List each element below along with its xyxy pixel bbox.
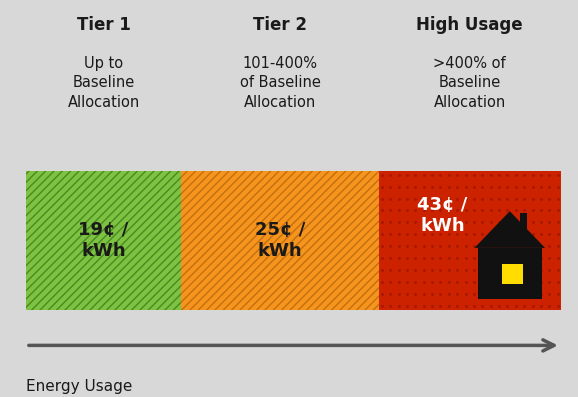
Text: 101-400%
of Baseline
Allocation: 101-400% of Baseline Allocation [239,56,320,110]
Bar [26,171,181,310]
Text: 43¢ /
kWh: 43¢ / kWh [417,196,468,235]
Text: 25¢ /
kWh: 25¢ / kWh [255,221,305,260]
Text: 19¢ /
kWh: 19¢ / kWh [79,221,129,260]
Text: Up to
Baseline
Allocation: Up to Baseline Allocation [68,56,140,110]
Bar [379,171,561,310]
Bar [26,171,181,310]
Text: Tier 1: Tier 1 [77,16,131,34]
Text: High Usage: High Usage [417,16,523,34]
Text: Tier 2: Tier 2 [253,16,307,34]
Text: >400% of
Baseline
Allocation: >400% of Baseline Allocation [434,56,506,110]
Bar [181,171,379,310]
Bar [181,171,379,310]
Bar [502,264,524,284]
Polygon shape [475,211,545,248]
Bar [520,213,528,236]
Text: Energy Usage: Energy Usage [26,379,132,394]
Bar [478,248,542,299]
